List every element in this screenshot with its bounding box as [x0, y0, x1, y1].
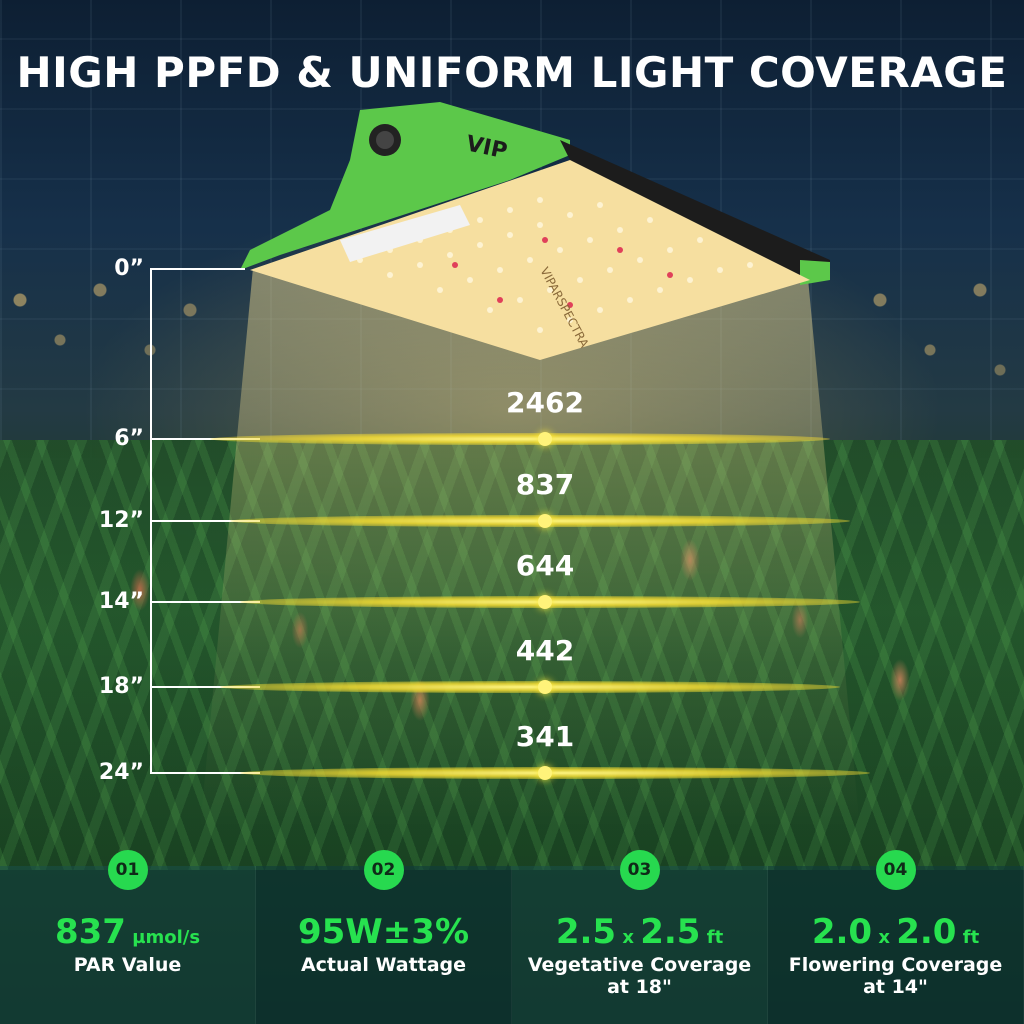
ppfd-value: 644	[515, 549, 575, 582]
feature-value: 2.0 x 2.0 ft	[811, 912, 980, 952]
feature-label: Actual Wattage	[300, 954, 467, 976]
feature-par-value: 01 837 µmol/s PAR Value	[0, 850, 256, 1024]
center-dot	[538, 680, 552, 694]
light-beam	[220, 681, 840, 693]
center-dot	[538, 766, 552, 780]
page-title: HIGH PPFD & UNIFORM LIGHT COVERAGE	[16, 48, 1008, 97]
feature-badge: 01	[107, 850, 148, 890]
ppfd-value: 837	[515, 468, 575, 501]
ppfd-value: 2462	[506, 386, 584, 419]
light-beam	[210, 433, 830, 445]
tick-0	[150, 268, 245, 270]
feature-value: 2.5 x 2.5 ft	[555, 912, 724, 952]
height-label: 14”	[98, 589, 144, 614]
tulip-field	[0, 440, 1024, 870]
height-tick	[150, 438, 260, 440]
height-label: 18”	[98, 674, 144, 699]
light-beam	[240, 767, 870, 779]
height-label: 24”	[98, 760, 144, 785]
feature-label: PAR Value	[73, 954, 182, 976]
feature-value: 95W±3%	[297, 912, 470, 952]
height-tick	[150, 772, 260, 774]
height-tick	[150, 686, 260, 688]
ppfd-value: 442	[515, 634, 575, 667]
height-label: 12”	[98, 508, 144, 533]
feature-badge: 02	[363, 850, 404, 890]
feature-flower-coverage: 04 2.0 x 2.0 ft Flowering Coverage at 14"	[768, 850, 1024, 1024]
height-tick	[150, 601, 260, 603]
feature-label: Vegetative Coverage at 18"	[527, 954, 752, 998]
feature-label: Flowering Coverage at 14"	[788, 954, 1003, 998]
feature-badge: 03	[619, 850, 660, 890]
height-label-0: 0”	[114, 256, 144, 281]
height-tick	[150, 520, 260, 522]
feature-value: 837 µmol/s	[54, 912, 201, 952]
feature-veg-coverage: 03 2.5 x 2.5 ft Vegetative Coverage at 18…	[512, 850, 768, 1024]
feature-wattage: 02 95W±3% Actual Wattage	[256, 850, 512, 1024]
light-cone	[200, 270, 860, 830]
feature-badge: 04	[875, 850, 916, 890]
center-dot	[538, 514, 552, 528]
center-dot	[538, 595, 552, 609]
center-dot	[538, 432, 552, 446]
feature-bar: 01 837 µmol/s PAR Value 02 95W±3% Actual…	[0, 850, 1024, 1024]
ppfd-value: 341	[515, 720, 575, 753]
height-label: 6”	[114, 426, 144, 451]
grow-light-fixture: VIP VIPARSPECTRA	[240, 100, 840, 370]
